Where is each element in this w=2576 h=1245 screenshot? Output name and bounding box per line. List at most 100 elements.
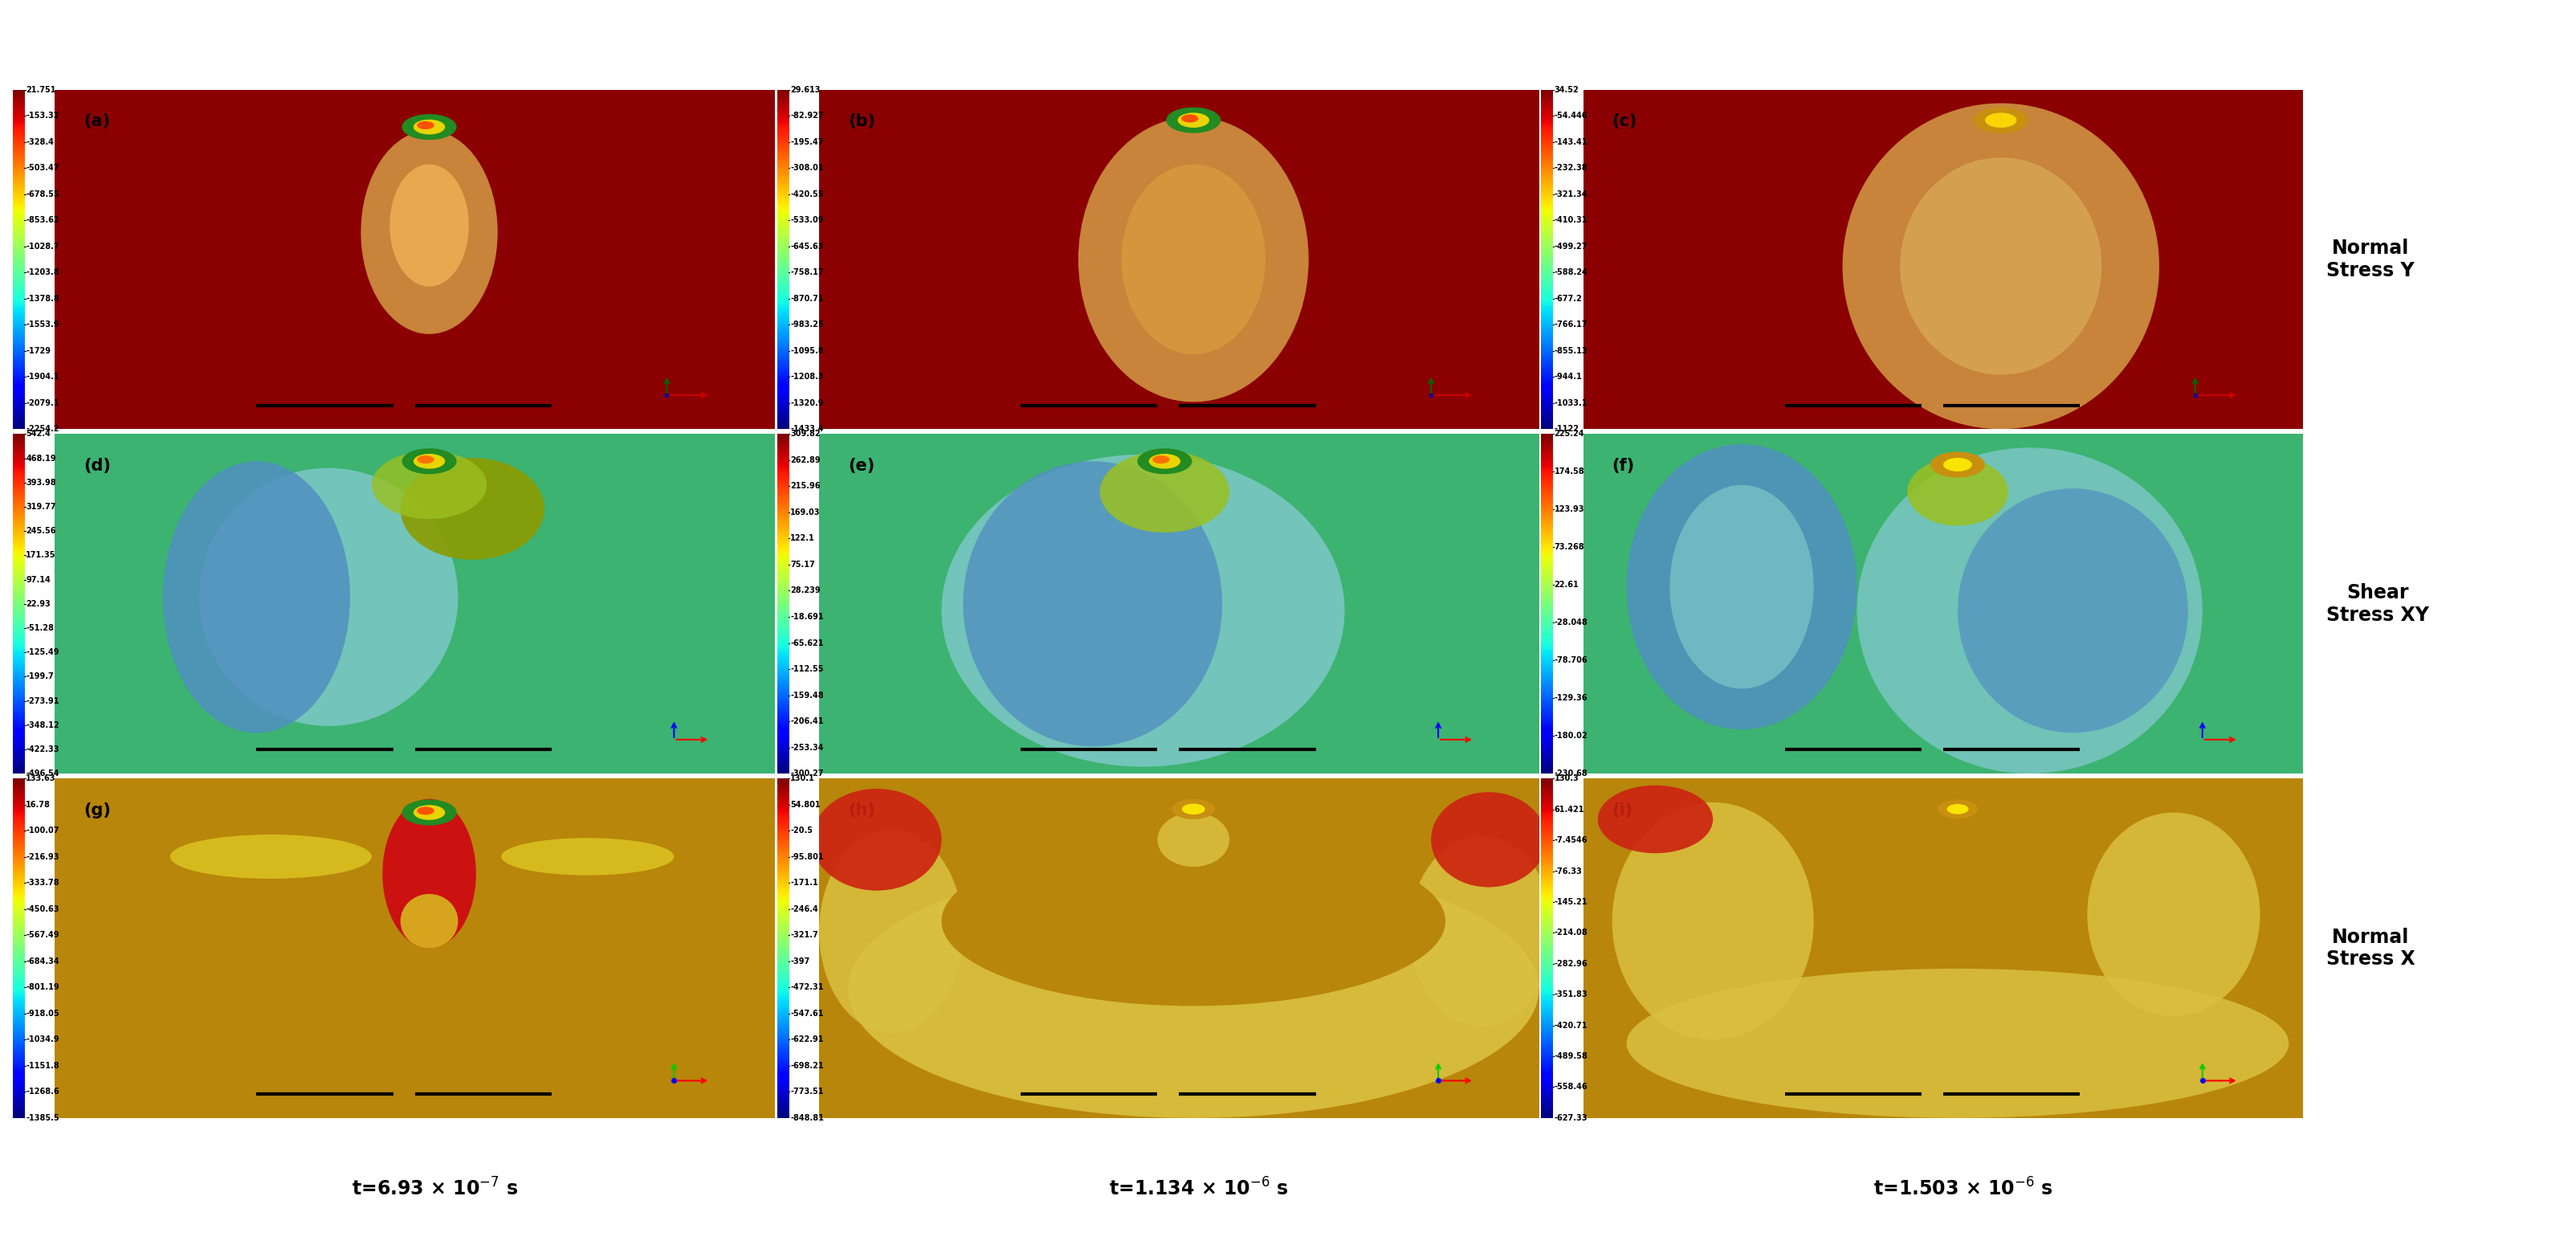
Text: -773.51: -773.51 <box>791 1088 824 1096</box>
Circle shape <box>417 807 435 815</box>
Circle shape <box>402 448 456 474</box>
Ellipse shape <box>1409 837 1553 1026</box>
Text: -588.24: -588.24 <box>1553 269 1587 276</box>
Text: -1034.9: -1034.9 <box>26 1036 59 1043</box>
Text: -766.17: -766.17 <box>1553 321 1587 329</box>
Text: -230.68: -230.68 <box>1553 769 1587 778</box>
Text: -1095.8: -1095.8 <box>791 347 824 355</box>
Text: -78.706: -78.706 <box>1553 656 1587 665</box>
Circle shape <box>1937 799 1978 819</box>
Ellipse shape <box>811 789 940 890</box>
Text: -678.55: -678.55 <box>26 190 59 198</box>
Text: t=1.503 × 10$^{-6}$ s: t=1.503 × 10$^{-6}$ s <box>1873 1178 2053 1200</box>
Circle shape <box>417 456 435 463</box>
Text: -547.61: -547.61 <box>791 1010 824 1017</box>
Text: -28.048: -28.048 <box>1553 619 1587 626</box>
Text: 393.98: 393.98 <box>26 478 57 487</box>
Text: 174.58: 174.58 <box>1553 468 1584 476</box>
Text: Shear
Stress XY: Shear Stress XY <box>2326 583 2429 625</box>
Text: -232.38: -232.38 <box>1553 164 1587 172</box>
Text: -95.801: -95.801 <box>791 853 824 860</box>
Circle shape <box>1182 804 1206 814</box>
Text: -1151.8: -1151.8 <box>26 1062 59 1069</box>
Text: -533.09: -533.09 <box>791 217 824 224</box>
Text: -20.5: -20.5 <box>791 827 811 835</box>
Text: (d): (d) <box>82 458 111 474</box>
Ellipse shape <box>502 838 675 875</box>
Circle shape <box>402 799 456 825</box>
Text: -1385.5: -1385.5 <box>26 1114 59 1122</box>
Text: (g): (g) <box>82 802 111 818</box>
Circle shape <box>1172 799 1216 819</box>
Ellipse shape <box>963 461 1221 747</box>
Ellipse shape <box>940 454 1345 767</box>
Text: -853.62: -853.62 <box>26 217 59 224</box>
Text: -351.83: -351.83 <box>1553 991 1587 998</box>
Ellipse shape <box>361 131 497 334</box>
Text: -496.54: -496.54 <box>26 769 59 778</box>
Circle shape <box>1151 456 1170 463</box>
Ellipse shape <box>940 837 1445 1006</box>
Text: -870.71: -870.71 <box>791 295 824 303</box>
Text: -422.33: -422.33 <box>26 746 59 753</box>
Text: -51.28: -51.28 <box>26 624 54 632</box>
Text: -348.12: -348.12 <box>26 721 59 730</box>
Text: -622.91: -622.91 <box>791 1036 824 1043</box>
Circle shape <box>1149 453 1180 468</box>
Text: 319.77: 319.77 <box>26 503 57 510</box>
Text: -801.19: -801.19 <box>26 984 59 991</box>
Text: (b): (b) <box>848 113 876 129</box>
Ellipse shape <box>1842 103 2159 430</box>
Ellipse shape <box>819 829 963 1033</box>
Ellipse shape <box>1157 813 1229 867</box>
Ellipse shape <box>389 164 469 286</box>
Text: -153.32: -153.32 <box>26 112 59 120</box>
Text: -214.08: -214.08 <box>1553 929 1587 936</box>
Text: -677.2: -677.2 <box>1553 295 1582 303</box>
Circle shape <box>412 120 446 134</box>
Text: Normal
Stress X: Normal Stress X <box>2326 928 2416 969</box>
Text: -7.4546: -7.4546 <box>1553 837 1587 844</box>
Text: -450.63: -450.63 <box>26 905 59 913</box>
Text: 73.268: 73.268 <box>1553 543 1584 552</box>
Ellipse shape <box>404 127 453 174</box>
Text: t=6.93 × 10$^{-7}$ s: t=6.93 × 10$^{-7}$ s <box>350 1178 518 1200</box>
Text: -489.58: -489.58 <box>1553 1052 1587 1061</box>
Text: -112.55: -112.55 <box>791 665 824 674</box>
Text: -328.4: -328.4 <box>26 138 54 146</box>
Text: -503.47: -503.47 <box>26 164 59 172</box>
Text: 262.89: 262.89 <box>791 456 819 464</box>
Text: -855.13: -855.13 <box>1553 347 1587 355</box>
Ellipse shape <box>1958 488 2187 733</box>
Text: 245.56: 245.56 <box>26 527 57 535</box>
Ellipse shape <box>162 461 350 733</box>
Text: -54.446: -54.446 <box>1553 112 1587 120</box>
Text: 542.4: 542.4 <box>26 430 52 438</box>
Ellipse shape <box>1613 802 1814 1040</box>
Text: -159.48: -159.48 <box>791 691 824 700</box>
Circle shape <box>417 121 435 129</box>
Text: 61.421: 61.421 <box>1553 806 1584 813</box>
Text: 130.1: 130.1 <box>791 774 814 783</box>
Text: -758.17: -758.17 <box>791 269 824 276</box>
Text: -273.91: -273.91 <box>26 697 59 705</box>
Text: -983.25: -983.25 <box>791 321 824 329</box>
Ellipse shape <box>1121 164 1265 355</box>
Text: -1320.9: -1320.9 <box>791 398 824 407</box>
Text: -333.78: -333.78 <box>26 879 59 886</box>
Text: -1433.4: -1433.4 <box>791 425 824 433</box>
Text: 34.52: 34.52 <box>1553 86 1579 93</box>
Text: (c): (c) <box>1613 113 1638 129</box>
Text: -246.4: -246.4 <box>791 905 819 913</box>
Text: -645.63: -645.63 <box>791 243 824 250</box>
Text: 21.751: 21.751 <box>26 86 57 93</box>
Text: 122.1: 122.1 <box>791 534 814 543</box>
Text: Normal
Stress Y: Normal Stress Y <box>2326 239 2414 280</box>
Text: 468.19: 468.19 <box>26 454 57 462</box>
Text: -100.07: -100.07 <box>26 827 59 835</box>
Circle shape <box>1139 448 1193 474</box>
Ellipse shape <box>1857 448 2202 773</box>
Text: -848.81: -848.81 <box>791 1114 824 1122</box>
Circle shape <box>402 115 456 139</box>
Text: -199.7: -199.7 <box>26 672 54 681</box>
